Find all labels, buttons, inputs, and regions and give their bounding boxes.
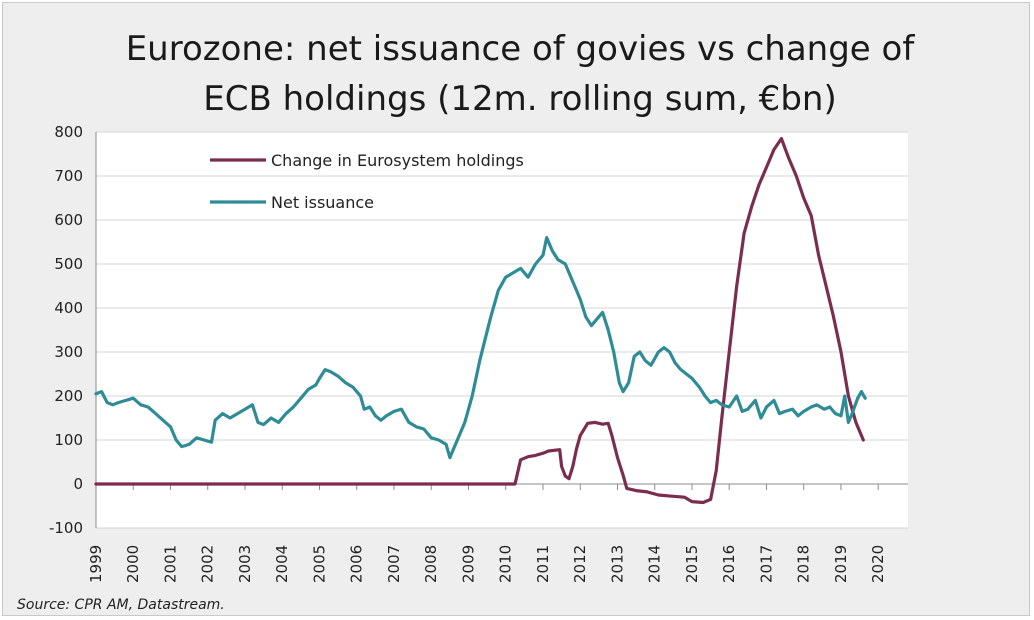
- legend-label: Change in Eurosystem holdings: [271, 151, 524, 170]
- y-tick-label: 500: [54, 255, 83, 273]
- chart-title-line-2: ECB holdings (12m. rolling sum, €bn): [203, 79, 837, 119]
- y-tick-label: 300: [54, 343, 83, 361]
- x-tick-label: 2002: [199, 545, 217, 583]
- x-tick-label: 2004: [273, 545, 291, 583]
- legend-label: Net issuance: [271, 193, 374, 212]
- x-tick-label: 2018: [795, 545, 813, 583]
- series-line-net-issuance: [94, 236, 867, 460]
- x-tick-label: 2013: [608, 545, 626, 583]
- x-tick-label: 2019: [832, 545, 850, 583]
- x-tick-label: 2009: [459, 545, 477, 583]
- x-tick-label: 2001: [161, 545, 179, 583]
- x-tick-label: 2000: [124, 545, 142, 583]
- x-tick-label: 2005: [310, 545, 328, 583]
- x-tick-label: 2020: [869, 545, 887, 583]
- y-tick-label: 700: [54, 167, 83, 185]
- line-chart: -100 0 100 200 300 400 500 600 700 800 1999 2000 200…: [49, 123, 908, 583]
- x-tick-label: 2014: [646, 545, 664, 583]
- y-tick-label: 800: [54, 123, 83, 141]
- x-tick-label: 2017: [757, 545, 775, 583]
- y-tick-label: 100: [54, 431, 83, 449]
- x-tick-label: 2003: [236, 545, 254, 583]
- plot-area: [96, 132, 908, 528]
- x-tick-label: 2016: [720, 545, 738, 583]
- series-line-eurosystem-holdings: [94, 137, 865, 505]
- x-tick-label: 2006: [348, 545, 366, 583]
- y-tick-label: 600: [54, 211, 83, 229]
- y-tick-label: 400: [54, 299, 83, 317]
- x-tick-label: 2010: [497, 545, 515, 583]
- x-tick-label: 2011: [534, 545, 552, 583]
- x-tick-label: 1999: [87, 545, 105, 583]
- x-tick-label: 2015: [683, 545, 701, 583]
- y-tick-label: 200: [54, 387, 83, 405]
- chart-title-line-1: Eurozone: net issuance of govies vs chan…: [125, 29, 915, 69]
- y-tick-label: 0: [73, 475, 83, 493]
- x-tick-label: 2007: [385, 545, 403, 583]
- x-tick-label: 2008: [422, 545, 440, 583]
- source-note: Source: CPR AM, Datastream.: [17, 597, 225, 613]
- x-tick-label: 2012: [571, 545, 589, 583]
- y-tick-label: -100: [49, 519, 83, 537]
